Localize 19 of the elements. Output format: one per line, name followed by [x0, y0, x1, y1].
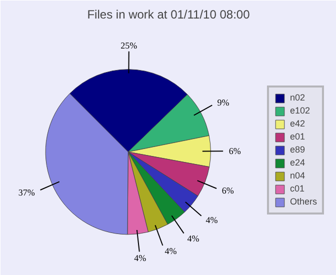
legend-label: e24	[290, 157, 306, 168]
data-label: 6%	[222, 186, 234, 196]
data-label: 4%	[164, 246, 178, 256]
legend-label: e01	[290, 131, 306, 142]
data-label: 4%	[206, 214, 218, 225]
data-label: 37%	[18, 187, 36, 198]
chart-title: Files in work at 01/11/10 08:00	[87, 8, 250, 22]
legend-label: c01	[290, 183, 306, 194]
legend-label: e42	[290, 118, 306, 129]
legend-label: e89	[290, 144, 306, 155]
data-label: 6%	[228, 146, 242, 156]
legend-label: n02	[290, 92, 306, 103]
data-label: 25%	[120, 40, 138, 50]
data-label: 4%	[134, 252, 147, 263]
data-label: 9%	[217, 97, 230, 108]
data-label: 4%	[187, 233, 200, 244]
legend-label: n04	[290, 170, 306, 181]
legend-label: e102	[290, 105, 310, 116]
legend-label: Others	[290, 196, 317, 207]
